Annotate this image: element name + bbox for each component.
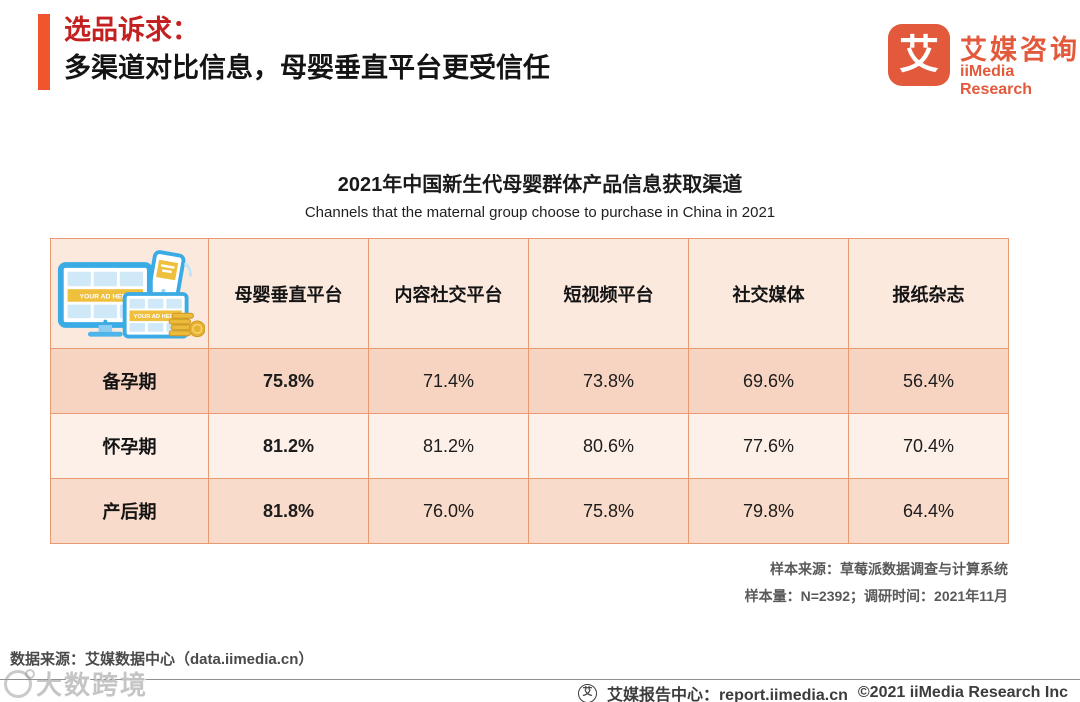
report-center-icon: 艾 [577, 683, 597, 702]
copyright-text: ©2021 iiMedia Research Inc [857, 684, 1068, 701]
table-cell: 75.8% [208, 348, 369, 414]
table-row: 备孕期 75.8% 71.4% 73.8% 69.6% 56.4% [50, 348, 1009, 414]
chart-title: 2021年中国新生代母婴群体产品信息获取渠道 [337, 174, 743, 196]
phone-icon [146, 249, 185, 301]
table-cell: 69.6% [688, 348, 849, 414]
channels-table: YOUR AD HERE [50, 238, 1009, 544]
table-header-row: YOUR AD HERE [50, 238, 1009, 349]
sample-source: 样本来源：草莓派数据调查与计算系统 [770, 561, 1008, 577]
table-cell: 71.4% [368, 348, 529, 414]
row-label: 产后期 [50, 478, 209, 544]
logo-glyph: 艾 [899, 33, 939, 77]
row-label: 备孕期 [50, 348, 209, 414]
sample-notes: 样本来源：草莓派数据调查与计算系统 样本量：N=2392；调研时间：2021年1… [745, 556, 1008, 610]
table-cell: 64.4% [848, 478, 1009, 544]
footer-right: 艾 艾媒报告中心：report.iimedia.cn ©2021 iiMedia… [577, 681, 1068, 702]
illustration-cell: YOUR AD HERE [50, 238, 209, 349]
column-header: 母婴垂直平台 [208, 238, 369, 349]
watermark-text: 大数跨境 [36, 670, 149, 700]
logo-name-en: iiMedia Research [960, 63, 1033, 98]
devices-ads-illustration: YOUR AD HERE [57, 249, 205, 339]
report-center-link[interactable]: 艾媒报告中心：report.iimedia.cn [606, 687, 848, 702]
table-cell: 76.0% [368, 478, 529, 544]
page-title-line1: 选品诉求： [64, 15, 199, 45]
table-cell: 79.8% [688, 478, 849, 544]
accent-bar [38, 14, 50, 90]
table-cell: 81.8% [208, 478, 369, 544]
chart-subtitle-en: Channels that the maternal group choose … [304, 204, 776, 221]
watermark-logo-icon [4, 668, 35, 698]
sample-size: 样本量：N=2392；调研时间：2021年11月 [744, 588, 1008, 604]
iimedia-logo-icon: 艾 [888, 24, 950, 86]
table-cell: 75.8% [528, 478, 689, 544]
column-header: 社交媒体 [688, 238, 849, 349]
table-cell: 56.4% [848, 348, 1009, 414]
table-row: 怀孕期 81.2% 81.2% 80.6% 77.6% 70.4% [50, 413, 1009, 479]
page-title-line2: 多渠道对比信息，母婴垂直平台更受信任 [64, 53, 550, 83]
footer-divider [0, 679, 1080, 680]
coins-icon [168, 312, 205, 337]
table-cell: 73.8% [528, 348, 689, 414]
column-header: 内容社交平台 [368, 238, 529, 349]
table-row: 产后期 81.8% 76.0% 75.8% 79.8% 64.4% [50, 478, 1009, 544]
column-header: 短视频平台 [528, 238, 689, 349]
table-cell: 81.2% [208, 413, 369, 479]
table-cell: 81.2% [368, 413, 529, 479]
tablet-ad-banner: YOUR AD HERE [133, 314, 177, 320]
row-label: 怀孕期 [50, 413, 209, 479]
logo-name-cn: 艾媒咨询 [960, 35, 1080, 65]
data-source-note: 数据来源：艾媒数据中心（data.iimedia.cn） [10, 651, 314, 668]
table-cell: 80.6% [528, 413, 689, 479]
monitor-ad-banner: YOUR AD HERE [79, 293, 131, 300]
table-cell: 70.4% [848, 413, 1009, 479]
table-cell: 77.6% [688, 413, 849, 479]
column-header: 报纸杂志 [848, 238, 1009, 349]
watermark: 大数跨境 [4, 665, 148, 702]
